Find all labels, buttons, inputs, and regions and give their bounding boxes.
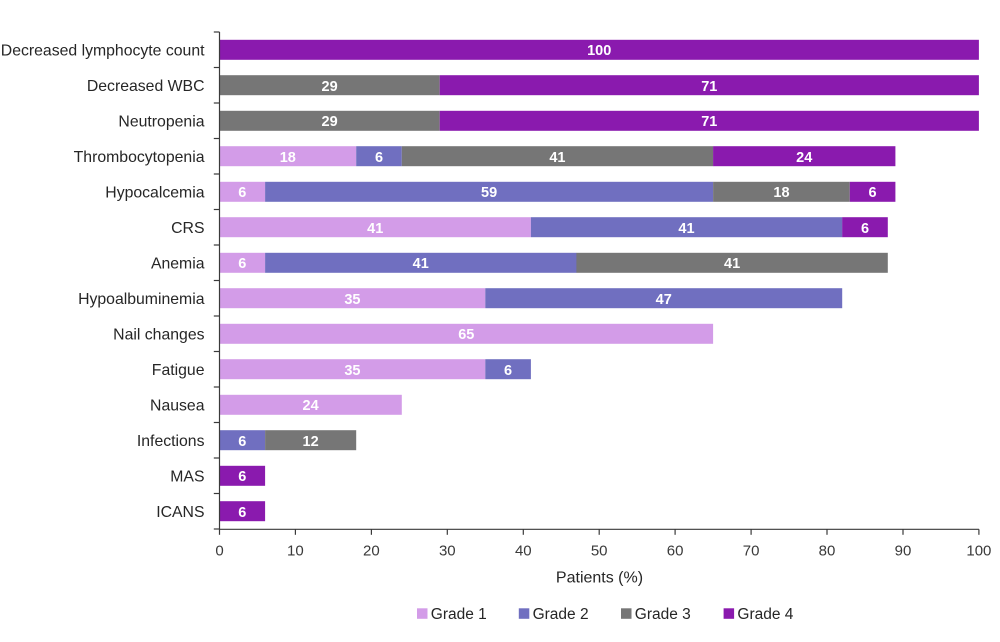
svg-text:35: 35	[344, 292, 360, 308]
svg-text:Infections: Infections	[137, 433, 205, 450]
svg-text:29: 29	[322, 79, 338, 95]
svg-text:Hypocalcemia: Hypocalcemia	[105, 184, 204, 201]
svg-text:30: 30	[439, 543, 456, 560]
svg-text:41: 41	[724, 256, 740, 272]
svg-text:12: 12	[303, 434, 319, 450]
svg-text:6: 6	[861, 221, 869, 237]
svg-text:100: 100	[587, 43, 611, 59]
svg-text:MAS: MAS	[170, 468, 204, 485]
svg-text:100: 100	[966, 543, 991, 560]
svg-text:Hypoalbuminemia: Hypoalbuminemia	[78, 291, 205, 308]
svg-text:18: 18	[280, 150, 296, 166]
svg-text:65: 65	[458, 327, 474, 343]
svg-text:40: 40	[515, 543, 532, 560]
svg-text:47: 47	[656, 292, 672, 308]
svg-text:Patients (%): Patients (%)	[556, 570, 643, 587]
svg-text:Fatigue: Fatigue	[152, 362, 205, 379]
svg-text:6: 6	[238, 185, 246, 201]
svg-text:Grade 1: Grade 1	[431, 606, 487, 623]
svg-text:59: 59	[481, 185, 497, 201]
svg-text:90: 90	[895, 543, 912, 560]
svg-text:20: 20	[363, 543, 380, 560]
svg-text:35: 35	[344, 363, 360, 379]
svg-text:Thrombocytopenia: Thrombocytopenia	[74, 149, 205, 166]
svg-text:Anemia: Anemia	[151, 255, 205, 272]
svg-text:50: 50	[591, 543, 608, 560]
svg-text:24: 24	[796, 150, 812, 166]
svg-text:6: 6	[238, 256, 246, 272]
svg-text:Nail changes: Nail changes	[113, 326, 204, 343]
svg-text:6: 6	[238, 505, 246, 521]
svg-text:41: 41	[413, 256, 429, 272]
svg-text:60: 60	[667, 543, 684, 560]
svg-text:Decreased lymphocyte count: Decreased lymphocyte count	[1, 42, 205, 59]
svg-text:Neutropenia: Neutropenia	[118, 113, 204, 130]
svg-text:80: 80	[819, 543, 836, 560]
svg-text:24: 24	[303, 398, 319, 414]
svg-text:41: 41	[549, 150, 565, 166]
svg-text:29: 29	[322, 114, 338, 130]
svg-text:Grade 2: Grade 2	[533, 606, 589, 623]
svg-text:Decreased WBC: Decreased WBC	[87, 78, 205, 95]
svg-text:70: 70	[743, 543, 760, 560]
svg-text:6: 6	[869, 185, 877, 201]
svg-text:Grade 4: Grade 4	[737, 606, 793, 623]
svg-text:CRS: CRS	[171, 220, 204, 237]
svg-text:71: 71	[701, 114, 717, 130]
svg-text:Grade 3: Grade 3	[635, 606, 691, 623]
svg-text:10: 10	[287, 543, 304, 560]
svg-text:18: 18	[773, 185, 789, 201]
svg-text:71: 71	[701, 79, 717, 95]
svg-text:41: 41	[678, 221, 694, 237]
svg-text:6: 6	[238, 469, 246, 485]
svg-text:6: 6	[238, 434, 246, 450]
svg-text:6: 6	[375, 150, 383, 166]
svg-text:6: 6	[504, 363, 512, 379]
svg-text:0: 0	[215, 543, 223, 560]
svg-text:Nausea: Nausea	[150, 397, 205, 414]
svg-text:41: 41	[367, 221, 383, 237]
svg-text:ICANS: ICANS	[156, 504, 204, 521]
